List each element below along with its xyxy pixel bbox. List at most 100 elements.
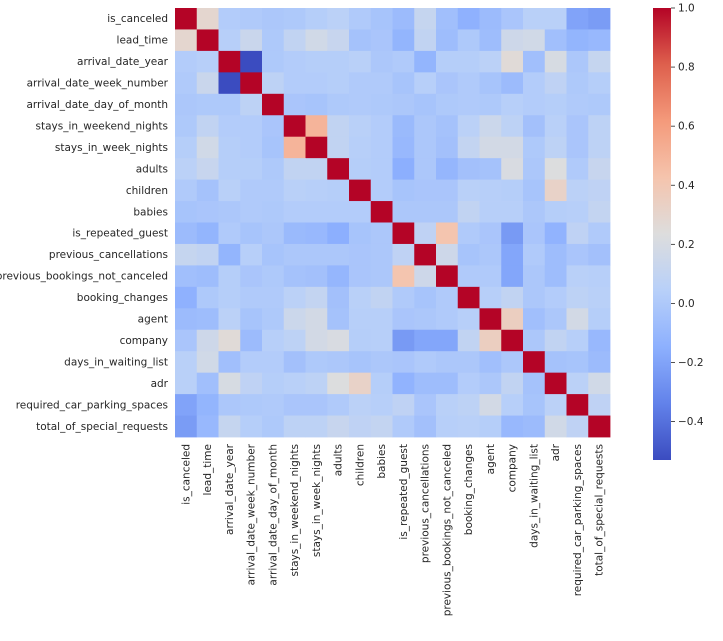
heatmap-cell-arrival_date_year-babies: [370, 50, 393, 73]
heatmap-cell-babies-babies: [370, 201, 393, 223]
heatmap-cell-adr-children: [349, 372, 372, 395]
heatmap-cell-total_of_special_requests-children: [349, 415, 372, 438]
heatmap-cell-is_canceled-is_canceled: [175, 8, 198, 30]
heatmap-cell-previous_cancellations-stays_in_week_nights: [305, 243, 328, 266]
heatmap-cell-company-agent: [479, 329, 502, 352]
heatmap-cell-stays_in_week_nights-previous_bookings_not_canceled: [436, 136, 459, 159]
x-tick-label: is_canceled: [180, 444, 192, 505]
heatmap-cell-total_of_special_requests-adults: [327, 415, 350, 438]
heatmap-cell-babies-days_in_waiting_list: [523, 201, 546, 223]
heatmap-cell-agent-lead_time: [196, 308, 219, 331]
heatmap-cell-babies-arrival_date_week_number: [240, 201, 263, 223]
heatmap-cell-required_car_parking_spaces-children: [349, 394, 372, 416]
heatmap-cell-stays_in_weekend_nights-arrival_date_day_of_month: [262, 115, 285, 138]
heatmap-cell-days_in_waiting_list-company: [501, 351, 524, 374]
heatmap-cell-arrival_date_year-is_canceled: [175, 50, 198, 73]
heatmap-cell-booking_changes-previous_cancellations: [414, 286, 437, 309]
heatmap-cell-agent-required_car_parking_spaces: [566, 308, 589, 331]
heatmap-cell-arrival_date_week_number-arrival_date_day_of_month: [262, 72, 285, 95]
heatmap-cell-agent-previous_cancellations: [414, 308, 437, 331]
heatmap-cell-agent-is_repeated_guest: [392, 308, 415, 331]
heatmap-cell-previous_cancellations-adults: [327, 243, 350, 266]
heatmap-cell-is_repeated_guest-required_car_parking_spaces: [566, 222, 589, 245]
heatmap-cell-lead_time-required_car_parking_spaces: [566, 29, 589, 52]
heatmap-cell-booking_changes-total_of_special_requests: [588, 286, 611, 309]
heatmap-cell-children-babies: [370, 179, 393, 202]
heatmap-cell-adr-arrival_date_week_number: [240, 372, 263, 395]
heatmap-cell-stays_in_week_nights-babies: [370, 136, 393, 159]
heatmap-cell-total_of_special_requests-babies: [370, 415, 393, 438]
heatmap-cell-adr-stays_in_week_nights: [305, 372, 328, 395]
heatmap-cell-is_canceled-booking_changes: [457, 8, 480, 30]
heatmap-cell-babies-is_repeated_guest: [392, 201, 415, 223]
heatmap-cell-stays_in_weekend_nights-previous_bookings_not_canceled: [436, 115, 459, 138]
heatmap-cell-arrival_date_day_of_month-stays_in_week_nights: [305, 93, 328, 116]
heatmap-cell-stays_in_weekend_nights-agent: [479, 115, 502, 138]
y-tick-label: arrival_date_year: [77, 56, 169, 68]
colorbar-ticks: 1.0 0.8 0.6 0.4 0.2 0.0 −0.2 −0.4: [671, 3, 704, 428]
heatmap-cell-days_in_waiting_list-stays_in_week_nights: [305, 351, 328, 374]
y-tick-label: stays_in_week_nights: [55, 142, 168, 154]
heatmap-cell-is_repeated_guest-arrival_date_year: [218, 222, 241, 245]
heatmap-cell-booking_changes-days_in_waiting_list: [523, 286, 546, 309]
heatmap-cell-adults-arrival_date_day_of_month: [262, 158, 285, 180]
heatmap-cell-adults-booking_changes: [457, 158, 480, 180]
heatmap-cell-babies-previous_cancellations: [414, 201, 437, 223]
heatmap-cell-is_repeated_guest-previous_bookings_not_canceled: [436, 222, 459, 245]
heatmap-cell-arrival_date_year-stays_in_weekend_nights: [283, 50, 306, 73]
heatmap-cell-stays_in_week_nights-stays_in_week_nights: [305, 136, 328, 159]
heatmap-cell-babies-total_of_special_requests: [588, 201, 611, 223]
colorbar-tick-label: 1.0: [678, 3, 695, 15]
heatmap-cell-company-children: [349, 329, 372, 352]
heatmap-cell-previous_bookings_not_canceled-days_in_waiting_list: [523, 265, 546, 288]
heatmap-cell-previous_cancellations-previous_bookings_not_canceled: [436, 243, 459, 266]
heatmap-cell-previous_cancellations-total_of_special_requests: [588, 243, 611, 266]
heatmap-cell-lead_time-is_repeated_guest: [392, 29, 415, 52]
heatmap-cell-company-company: [501, 329, 524, 352]
heatmap-cell-adults-required_car_parking_spaces: [566, 158, 589, 180]
heatmap-cell-previous_bookings_not_canceled-booking_changes: [457, 265, 480, 288]
heatmap-cell-lead_time-booking_changes: [457, 29, 480, 52]
heatmap-cell-arrival_date_week_number-booking_changes: [457, 72, 480, 95]
heatmap-cell-arrival_date_day_of_month-is_repeated_guest: [392, 93, 415, 116]
heatmap-cell-required_car_parking_spaces-total_of_special_requests: [588, 394, 611, 416]
heatmap-cell-lead_time-company: [501, 29, 524, 52]
heatmap-cell-stays_in_weekend_nights-children: [349, 115, 372, 138]
heatmap-cell-is_repeated_guest-booking_changes: [457, 222, 480, 245]
heatmap-cell-arrival_date_day_of_month-babies: [370, 93, 393, 116]
heatmap-cell-stays_in_week_nights-lead_time: [196, 136, 219, 159]
y-tick-label: lead_time: [117, 35, 168, 47]
heatmap-cell-stays_in_week_nights-company: [501, 136, 524, 159]
y-tick-label: company: [120, 335, 168, 347]
heatmap-cell-stays_in_weekend_nights-total_of_special_requests: [588, 115, 611, 138]
heatmap-cell-children-required_car_parking_spaces: [566, 179, 589, 202]
heatmap-cell-arrival_date_day_of_month-company: [501, 93, 524, 116]
y-tick-label: days_in_waiting_list: [64, 356, 168, 368]
heatmap-cell-previous_bookings_not_canceled-is_repeated_guest: [392, 265, 415, 288]
heatmap-cell-lead_time-previous_cancellations: [414, 29, 437, 52]
heatmap-cell-agent-company: [501, 308, 524, 331]
heatmap-cell-previous_bookings_not_canceled-stays_in_week_nights: [305, 265, 328, 288]
heatmap-cell-booking_changes-stays_in_week_nights: [305, 286, 328, 309]
heatmap-cell-booking_changes-adr: [544, 286, 567, 309]
heatmap-cells: [175, 8, 611, 438]
heatmap-cell-arrival_date_year-previous_bookings_not_canceled: [436, 50, 459, 73]
heatmap-cell-required_car_parking_spaces-arrival_date_day_of_month: [262, 394, 285, 416]
heatmap-cell-is_repeated_guest-days_in_waiting_list: [523, 222, 546, 245]
heatmap-cell-required_car_parking_spaces-required_car_parking_spaces: [566, 394, 589, 416]
heatmap-cell-days_in_waiting_list-previous_bookings_not_canceled: [436, 351, 459, 374]
heatmap-cell-adr-arrival_date_year: [218, 372, 241, 395]
heatmap-cell-stays_in_weekend_nights-adr: [544, 115, 567, 138]
heatmap-cell-children-children: [349, 179, 372, 202]
heatmap-cell-babies-stays_in_weekend_nights: [283, 201, 306, 223]
heatmap-cell-adults-stays_in_weekend_nights: [283, 158, 306, 180]
y-tick-label: required_car_parking_spaces: [16, 399, 168, 411]
heatmap-cell-stays_in_weekend_nights-arrival_date_year: [218, 115, 241, 138]
x-tick-label: days_in_waiting_list: [528, 444, 540, 548]
heatmap-cell-total_of_special_requests-days_in_waiting_list: [523, 415, 546, 438]
heatmap-cell-adr-previous_bookings_not_canceled: [436, 372, 459, 395]
heatmap-cell-adults-is_repeated_guest: [392, 158, 415, 180]
heatmap-cell-previous_cancellations-lead_time: [196, 243, 219, 266]
heatmap-cell-is_canceled-is_repeated_guest: [392, 8, 415, 30]
heatmap-cell-company-adr: [544, 329, 567, 352]
